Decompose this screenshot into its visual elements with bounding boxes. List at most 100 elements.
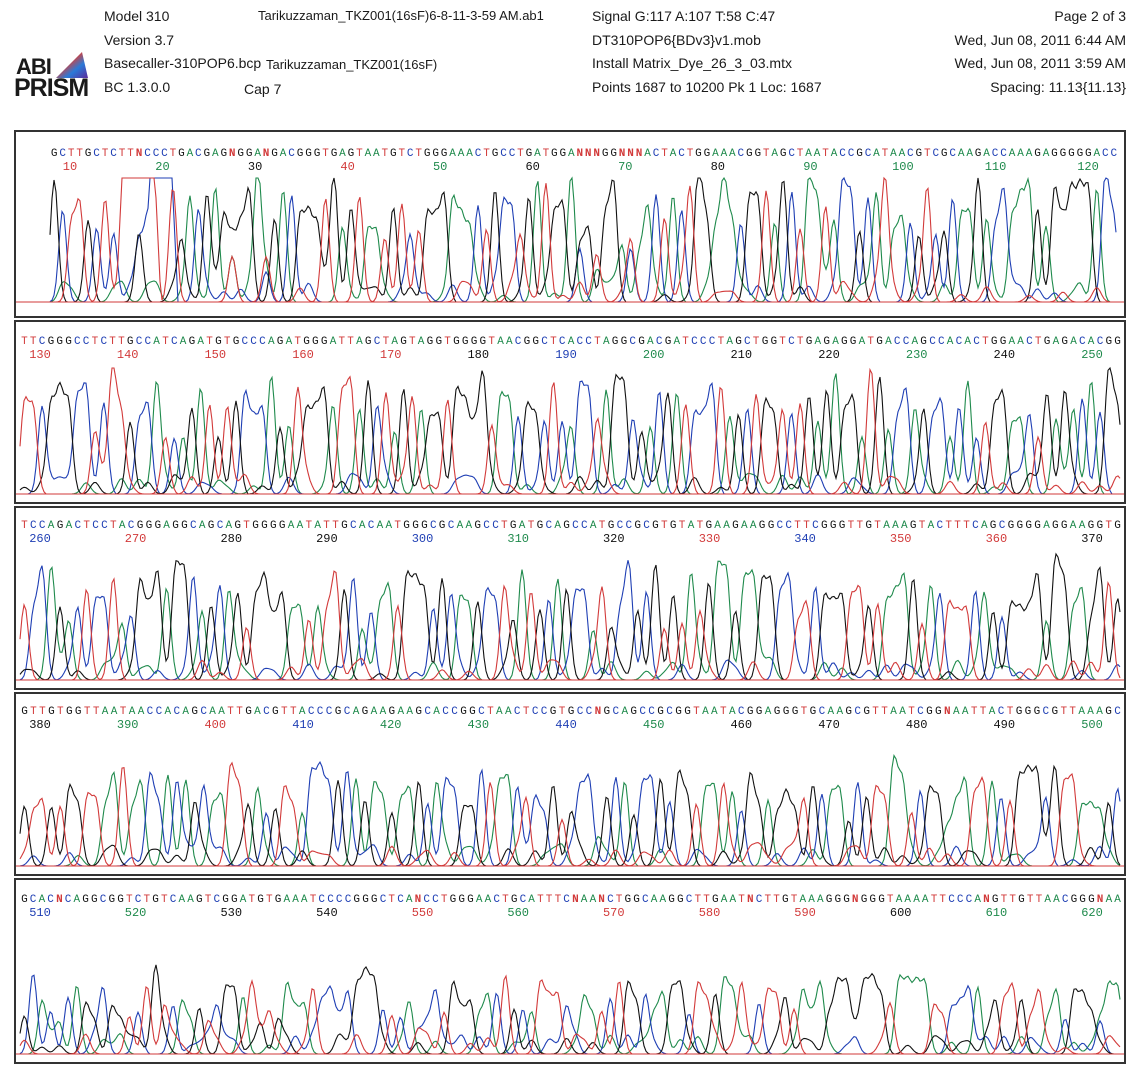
base-call-letter: T xyxy=(487,706,494,718)
base-call-letter: C xyxy=(492,520,499,532)
base-call-letter: C xyxy=(173,706,180,718)
base-call-letter: A xyxy=(283,894,290,906)
base-call-letter: G xyxy=(732,520,739,532)
base-call-letter: C xyxy=(936,520,943,532)
points-label: Points 1687 to 10200 Pk 1 Loc: 1687 xyxy=(592,79,822,95)
base-call-letter: A xyxy=(817,894,824,906)
base-call-letter: A xyxy=(212,148,219,160)
base-call-letter: T xyxy=(57,706,64,718)
base-call-letter: C xyxy=(259,336,266,348)
base-call-letter: C xyxy=(848,148,855,160)
base-call-letter: T xyxy=(162,336,169,348)
base-call-letter: A xyxy=(808,894,815,906)
base-position-label: 80 xyxy=(711,160,725,174)
capillary-label: Cap 7 xyxy=(244,81,282,97)
base-call-letter: T xyxy=(980,706,987,718)
base-call-letter: N xyxy=(229,148,236,160)
base-call-letter: C xyxy=(515,336,522,348)
base-call-letter: A xyxy=(301,894,308,906)
base-call-letter: G xyxy=(1018,894,1025,906)
spacing-label: Spacing: 11.13{11.13} xyxy=(990,79,1126,95)
base-call-letter: A xyxy=(771,148,778,160)
base-call-letter: T xyxy=(290,706,297,718)
base-call-letter: G xyxy=(335,706,342,718)
base-call-letter: A xyxy=(836,706,843,718)
base-call-letter: A xyxy=(485,894,492,906)
matrix-file: Install Matrix_Dye_26_3_03.mtx xyxy=(592,55,792,71)
base-call-letter: G xyxy=(1052,520,1059,532)
base-call-letter: G xyxy=(910,520,917,532)
base-call-letter: C xyxy=(407,148,414,160)
base-call-letter: T xyxy=(881,706,888,718)
trace-G xyxy=(49,177,1116,303)
base-call-letter: C xyxy=(643,520,650,532)
base-position-label: 250 xyxy=(1081,348,1103,362)
base-call-letter: A xyxy=(299,706,306,718)
base-call-letter: G xyxy=(117,894,124,906)
base-call-letter: C xyxy=(577,706,584,718)
base-call-letter: C xyxy=(1026,336,1033,348)
base-call-letter: C xyxy=(572,520,579,532)
base-call-letter: A xyxy=(377,520,384,532)
base-call-letter: T xyxy=(118,336,125,348)
base-call-letter: T xyxy=(483,148,490,160)
base-call-letter: G xyxy=(453,336,460,348)
base-call-letter: G xyxy=(400,336,407,348)
base-call-letter: C xyxy=(907,148,914,160)
base-call-letter: A xyxy=(1079,520,1086,532)
base-call-letter: C xyxy=(1079,336,1086,348)
base-position-label: 10 xyxy=(63,160,77,174)
base-call-letter: G xyxy=(602,148,609,160)
base-call-letter: T xyxy=(305,520,312,532)
base-call-letter: C xyxy=(59,148,66,160)
base-call-letter: C xyxy=(161,148,168,160)
base-call-letter: A xyxy=(1053,336,1060,348)
base-call-letter: G xyxy=(774,706,781,718)
base-call-letter: A xyxy=(182,706,189,718)
base-position-label: 470 xyxy=(818,718,840,732)
base-call-letter: T xyxy=(347,336,354,348)
base-call-letter: G xyxy=(252,520,259,532)
base-call-letter: G xyxy=(305,148,312,160)
base-call-letter: C xyxy=(532,706,539,718)
base-call-letter: T xyxy=(444,336,451,348)
base-call-letter: G xyxy=(439,520,446,532)
report-header: ABI PRISM Model 310 Version 3.7 Basecall… xyxy=(0,0,1134,130)
base-call-letter: C xyxy=(1000,148,1007,160)
base-call-letter: T xyxy=(441,894,448,906)
base-call-letter: G xyxy=(234,520,241,532)
base-call-letter: C xyxy=(308,706,315,718)
base-call-letter: G xyxy=(474,520,481,532)
base-call-letter: T xyxy=(93,706,100,718)
base-call-letter: A xyxy=(371,706,378,718)
base-call-letter: G xyxy=(551,148,558,160)
base-call-letter: G xyxy=(992,894,999,906)
base-call-letter: G xyxy=(705,520,712,532)
base-call-letter: G xyxy=(321,336,328,348)
base-call-letter: C xyxy=(430,520,437,532)
base-call-letter: N xyxy=(636,148,643,160)
base-call-letter: C xyxy=(250,336,257,348)
base-call-letter: C xyxy=(380,894,387,906)
base-call-letter: C xyxy=(839,148,846,160)
base-call-letter: G xyxy=(1044,336,1051,348)
base-call-letter: N xyxy=(944,706,951,718)
base-call-letter: G xyxy=(1025,520,1032,532)
base-call-letter: A xyxy=(449,148,456,160)
page-number: Page 2 of 3 xyxy=(1054,8,1126,24)
base-call-letter: T xyxy=(550,336,557,348)
base-call-letter: C xyxy=(1042,706,1049,718)
base-position-label: 360 xyxy=(986,532,1008,546)
signal-label: Signal G:117 A:107 T:58 C:47 xyxy=(592,8,776,24)
base-call-letter: T xyxy=(559,706,566,718)
base-call-letter: C xyxy=(65,894,72,906)
base-call-letter: C xyxy=(545,520,552,532)
base-position-label: 380 xyxy=(29,718,51,732)
base-call-letter: G xyxy=(261,520,268,532)
base-call-letter: G xyxy=(270,520,277,532)
base-call-letter: A xyxy=(286,336,293,348)
base-call-letter: G xyxy=(432,148,439,160)
base-call-letter: G xyxy=(630,706,637,718)
base-call-letter: G xyxy=(712,894,719,906)
